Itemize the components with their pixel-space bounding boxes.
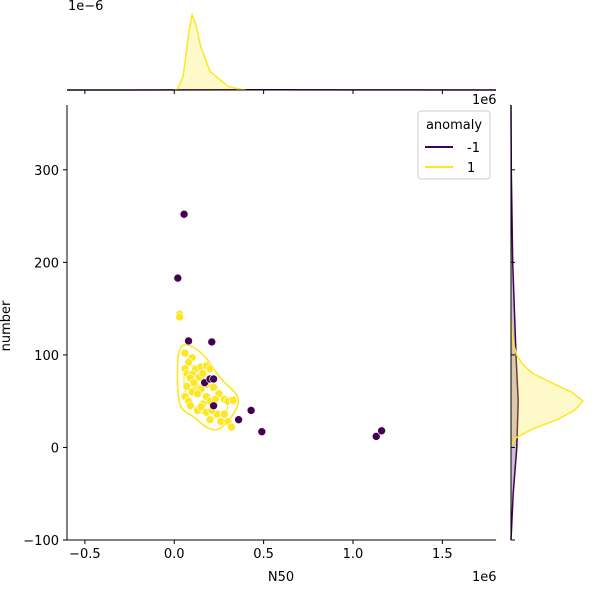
scatter-point-normal (216, 417, 226, 426)
scatter-point-normal (209, 382, 218, 392)
legend-label-1: 1 (467, 161, 475, 176)
x-tick-label: 1.0 (343, 547, 364, 562)
marginal-y-kde: 1e6 (472, 93, 585, 541)
marginal-y-kde-line (510, 104, 519, 541)
scatter-point-anomaly (207, 337, 217, 347)
scatter-point-anomaly (209, 401, 218, 411)
contour-outer (176, 343, 240, 431)
main-scatter-axes: −0.5 0.0 0.5 1.0 1.5 −100 0 100 200 300 N50 numb… (0, 105, 497, 585)
scatter-point-anomaly (179, 209, 189, 219)
scatter-point-normal (180, 348, 190, 358)
marginal-y-kde-fill (511, 317, 583, 448)
legend-frame (417, 110, 491, 180)
marginal-x-kde-fill (174, 15, 246, 90)
scatter-point-anomaly (234, 415, 243, 424)
scatter-point-normal (205, 415, 215, 424)
scatter-point-normal (196, 402, 206, 412)
y-tick-label: 300 (34, 164, 59, 179)
legend-label-neg1: -1 (467, 141, 480, 156)
y-tick-label: 0 (51, 441, 59, 456)
scatter-point-normal (205, 364, 215, 374)
scatter-point-anomaly (377, 426, 386, 436)
marginal-y-kde-line (510, 317, 585, 448)
y-axis-ticks: −100 0 100 200 300 (23, 164, 67, 549)
scatter-point-normal (184, 357, 193, 367)
legend-title: anomaly (426, 118, 482, 133)
scatter-point-normal (186, 401, 195, 411)
legend: anomaly -1 1 (417, 110, 491, 180)
marginal-x-kde-line (174, 12, 246, 91)
x-tick-label: 0.5 (253, 547, 274, 562)
x-axis-ticks: −0.5 0.0 0.5 1.0 1.5 (69, 540, 453, 562)
marginal-x-offset-label: 1e−6 (68, 0, 103, 14)
marginal-x-kde: 1e−6 (66, 0, 497, 94)
scatter-point-normal (193, 389, 202, 399)
x-tick-label: 0.0 (164, 547, 185, 562)
scatter-point-normal (175, 312, 184, 322)
y-axis-label: number (0, 300, 14, 351)
x-offset-label: 1e6 (472, 570, 497, 585)
scatter-point-anomaly (246, 406, 256, 415)
scatter-point-normal (189, 378, 199, 387)
scatter-point-normal (198, 369, 208, 378)
scatter-point-normal (227, 422, 236, 432)
y-tick-label: 200 (34, 256, 59, 271)
scatter-point-anomaly (371, 432, 381, 441)
y-tick-label: 100 (34, 349, 59, 364)
scatter-point-anomaly (184, 336, 193, 346)
y-tick-label: −100 (23, 534, 59, 549)
x-tick-label: −0.5 (69, 547, 101, 562)
scatter-point-anomaly (173, 273, 183, 283)
scatter-point-normal (220, 409, 229, 419)
marginal-y-offset-label: 1e6 (472, 93, 497, 108)
x-axis-label: N50 (268, 570, 294, 585)
scatter-point-normal (228, 395, 238, 405)
scatter-point-anomaly (209, 374, 218, 384)
scatter-point-normal (182, 382, 192, 391)
x-tick-label: 1.5 (432, 547, 453, 562)
scatter-point-anomaly (257, 427, 267, 437)
